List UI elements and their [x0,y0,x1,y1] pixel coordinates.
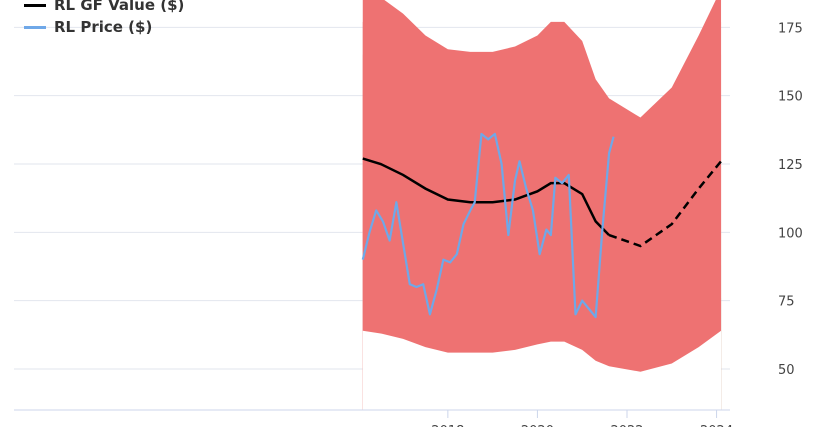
legend-item-price[interactable]: RL Price ($) [24,16,184,38]
y-tick-label-50: 50 [778,363,795,378]
y-tick-label-175: 175 [778,21,803,36]
price-line [361,132,615,319]
gf-value-projection-line [608,160,723,248]
legend-label-gf-value: RL GF Value ($) [54,0,185,14]
legend-item-gf-value[interactable]: RL GF Value ($) [24,0,184,16]
y-tick-label-125: 125 [778,158,803,173]
y-tick-label-150: 150 [778,90,803,105]
band-floor [362,330,722,411]
y-tick-label-100: 100 [778,226,803,241]
y-tick-label-75: 75 [778,295,795,310]
band-9 [362,0,722,410]
legend: RL GF Value ($) RL Price ($) [24,0,184,38]
price-swatch [24,25,46,29]
legend-label-price: RL Price ($) [54,18,153,36]
gf-value-line [362,157,610,236]
gf-value-swatch [24,3,46,7]
series-lines [361,132,723,319]
valuation-bands [362,0,722,411]
